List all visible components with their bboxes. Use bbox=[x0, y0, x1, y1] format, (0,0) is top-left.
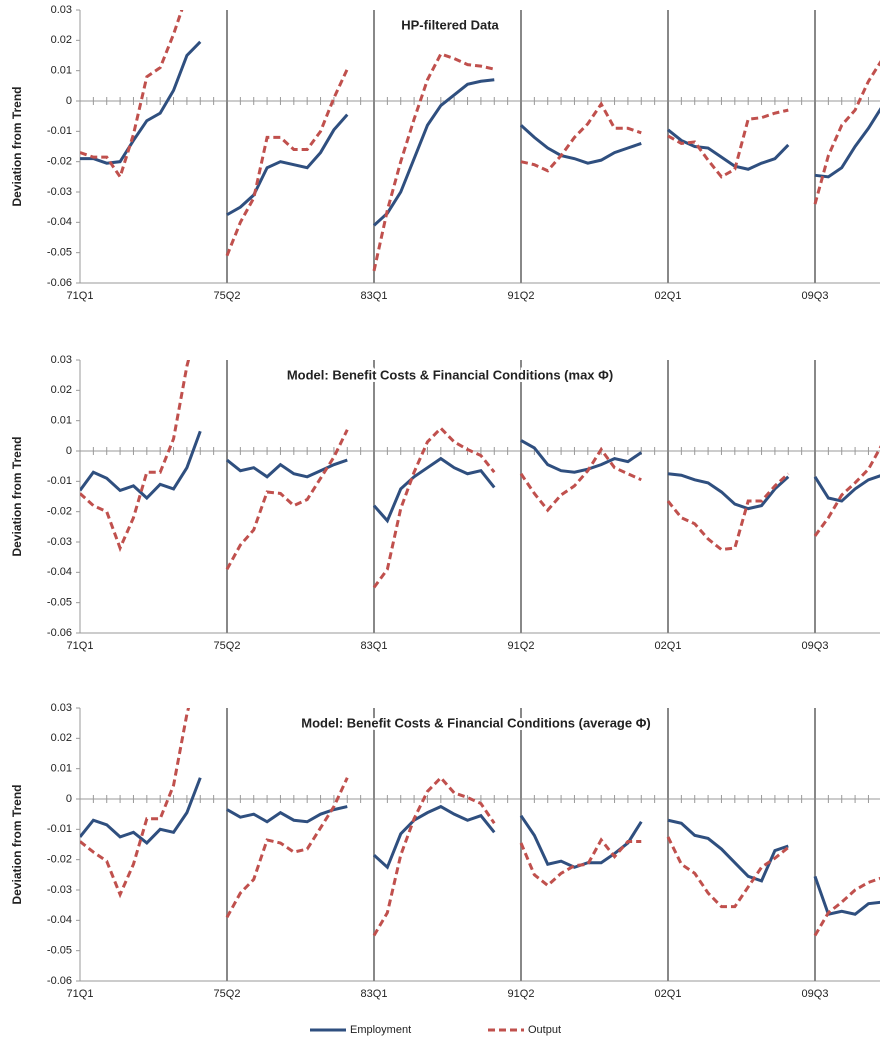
chart-title: HP-filtered Data bbox=[401, 17, 499, 32]
series-line bbox=[80, 360, 880, 589]
y-tick-label: -0.01 bbox=[47, 475, 72, 487]
y-tick-label: -0.05 bbox=[47, 945, 72, 957]
y-tick-label: -0.05 bbox=[47, 597, 72, 609]
y-axis-label: Deviation from Trend bbox=[10, 784, 24, 904]
y-tick-label: -0.04 bbox=[47, 566, 72, 578]
y-tick-label: -0.05 bbox=[47, 247, 72, 259]
x-tick-label: 09Q3 bbox=[802, 290, 829, 302]
x-tick-label: 91Q2 bbox=[508, 988, 535, 1000]
x-tick-label: 02Q1 bbox=[655, 988, 682, 1000]
y-tick-label: -0.01 bbox=[47, 125, 72, 137]
x-tick-label: 09Q3 bbox=[802, 640, 829, 652]
y-tick-label: 0.03 bbox=[51, 4, 72, 16]
x-tick-label: 71Q1 bbox=[67, 988, 94, 1000]
x-tick-label: 91Q2 bbox=[508, 290, 535, 302]
series-line bbox=[80, 708, 880, 937]
y-axis-label: Deviation from Trend bbox=[10, 86, 24, 206]
series-line bbox=[80, 40, 880, 227]
x-tick-label: 09Q3 bbox=[802, 988, 829, 1000]
y-tick-label: 0.01 bbox=[51, 65, 72, 77]
y-tick-label: -0.02 bbox=[47, 854, 72, 866]
y-axis-label: Deviation from Trend bbox=[10, 436, 24, 556]
y-tick-label: -0.06 bbox=[47, 277, 72, 289]
x-tick-label: 83Q1 bbox=[361, 988, 388, 1000]
x-tick-label: 75Q2 bbox=[214, 640, 241, 652]
chart-title: Model: Benefit Costs & Financial Conditi… bbox=[287, 367, 613, 382]
y-tick-label: -0.06 bbox=[47, 975, 72, 987]
y-tick-label: 0.02 bbox=[51, 384, 72, 396]
x-tick-label: 91Q2 bbox=[508, 640, 535, 652]
x-tick-label: 83Q1 bbox=[361, 640, 388, 652]
x-tick-label: 71Q1 bbox=[67, 290, 94, 302]
y-tick-label: 0.03 bbox=[51, 702, 72, 714]
series-line bbox=[80, 10, 880, 272]
y-tick-label: 0 bbox=[66, 793, 72, 805]
x-tick-label: 71Q1 bbox=[67, 640, 94, 652]
y-tick-label: -0.03 bbox=[47, 186, 72, 198]
chart-title: Model: Benefit Costs & Financial Conditi… bbox=[301, 715, 650, 730]
y-tick-label: -0.02 bbox=[47, 506, 72, 518]
legend-label: Output bbox=[528, 1024, 561, 1036]
y-tick-label: 0.01 bbox=[51, 415, 72, 427]
x-tick-label: 75Q2 bbox=[214, 988, 241, 1000]
x-tick-label: 83Q1 bbox=[361, 290, 388, 302]
x-tick-label: 02Q1 bbox=[655, 290, 682, 302]
y-tick-label: -0.02 bbox=[47, 156, 72, 168]
y-tick-label: -0.04 bbox=[47, 914, 72, 926]
y-tick-label: -0.06 bbox=[47, 627, 72, 639]
y-tick-label: -0.01 bbox=[47, 823, 72, 835]
y-tick-label: 0.02 bbox=[51, 34, 72, 46]
y-tick-label: -0.04 bbox=[47, 216, 72, 228]
y-tick-label: -0.03 bbox=[47, 536, 72, 548]
series-line bbox=[80, 430, 880, 524]
y-tick-label: -0.03 bbox=[47, 884, 72, 896]
y-tick-label: 0 bbox=[66, 95, 72, 107]
y-tick-label: 0.01 bbox=[51, 763, 72, 775]
y-tick-label: 0 bbox=[66, 445, 72, 457]
legend-label: Employment bbox=[350, 1024, 411, 1036]
y-tick-label: 0.02 bbox=[51, 732, 72, 744]
x-tick-label: 02Q1 bbox=[655, 640, 682, 652]
x-tick-label: 75Q2 bbox=[214, 290, 241, 302]
y-tick-label: 0.03 bbox=[51, 354, 72, 366]
